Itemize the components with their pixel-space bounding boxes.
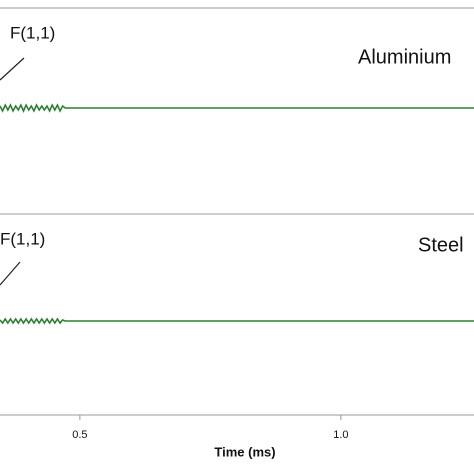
panel-label: Aluminium [358, 46, 451, 68]
annotation-arrow [0, 261, 21, 286]
signal-line [0, 317, 474, 325]
panel-label: Steel [418, 234, 464, 256]
annotation: F(1,1) [0, 229, 45, 248]
x-axis-title: Time (ms) [214, 444, 275, 459]
signal-line [0, 103, 474, 113]
x-tick-label: 1.0 [333, 429, 348, 441]
annotation-arrow [0, 57, 25, 81]
x-tick-label: 0.5 [72, 429, 87, 441]
annotation: F(1,1) [10, 23, 55, 42]
